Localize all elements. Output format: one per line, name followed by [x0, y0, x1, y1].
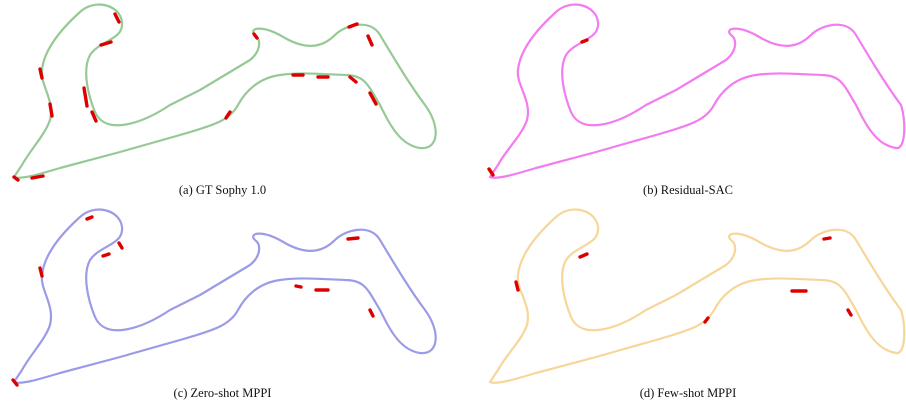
caption: (b) Residual-SAC [643, 183, 733, 197]
track-line [12, 208, 437, 384]
violation-mark [101, 252, 111, 258]
violation-mark [822, 236, 832, 241]
panel-gt-sophy: (a) GT Sophy 1.0 [0, 0, 445, 202]
track-plot-residual-sac [487, 3, 906, 179]
violation-mark [368, 308, 375, 318]
violation-mark [82, 86, 89, 108]
violation-markers [12, 12, 378, 182]
violation-mark [346, 236, 360, 241]
track-plot-zero-shot-mppi [11, 208, 437, 387]
violation-markers [514, 236, 853, 324]
violation-mark [113, 12, 121, 24]
violation-markers [487, 38, 589, 177]
panel-zero-shot-mppi: (c) Zero-shot MPPI [0, 202, 445, 404]
violation-mark [348, 75, 358, 84]
violation-markers [11, 215, 375, 387]
violation-mark [846, 308, 853, 317]
violation-mark [366, 34, 374, 47]
violation-mark [11, 378, 19, 387]
violation-mark [294, 284, 303, 289]
violation-mark [578, 252, 589, 259]
violation-mark [224, 110, 232, 120]
violation-mark [30, 174, 45, 180]
violation-mark [12, 175, 20, 182]
track-line [488, 3, 906, 179]
track-plot-gt-sophy [12, 3, 437, 182]
track-line [488, 208, 906, 384]
violation-mark [368, 91, 378, 106]
violation-mark [514, 280, 520, 292]
caption: (c) Zero-shot MPPI [173, 386, 272, 400]
violation-mark [90, 110, 98, 123]
violation-mark [703, 316, 710, 324]
violation-mark [48, 102, 54, 118]
violation-mark [99, 40, 113, 47]
track-line [12, 3, 437, 179]
panel-residual-sac: (b) Residual-SAC [470, 0, 906, 202]
panel-few-shot-mppi: (d) Few-shot MPPI [470, 202, 906, 404]
violation-mark [117, 241, 124, 250]
track-plot-few-shot-mppi [488, 208, 906, 384]
violation-mark [38, 67, 44, 80]
violation-mark [487, 167, 495, 177]
violation-mark [580, 38, 589, 44]
violation-mark [85, 215, 94, 221]
caption: (a) GT Sophy 1.0 [178, 183, 267, 197]
violation-mark [347, 22, 359, 29]
violation-mark [38, 266, 44, 278]
violation-mark [252, 32, 259, 40]
caption: (d) Few-shot MPPI [639, 386, 737, 400]
